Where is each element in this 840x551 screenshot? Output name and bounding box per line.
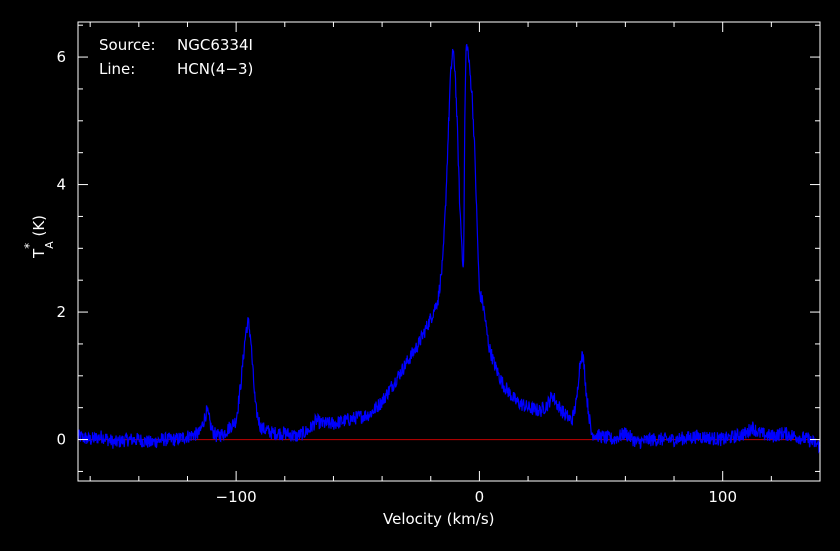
- axis-ticks: [78, 22, 821, 481]
- y-tick-label: 2: [56, 303, 66, 321]
- y-axis-title-main: T: [30, 248, 48, 258]
- y-axis-title-unit: (K): [30, 214, 48, 237]
- y-axis-title-sub: A: [43, 241, 56, 249]
- tick-labels: −100 0 100 0 2 4 6: [56, 48, 737, 506]
- y-axis-title-sup: *: [22, 242, 36, 249]
- x-tick-label: −100: [216, 488, 257, 506]
- source-value: NGC6334I: [177, 36, 253, 54]
- y-tick-label: 4: [56, 176, 66, 194]
- x-tick-label: 0: [475, 488, 485, 506]
- line-value: HCN(4−3): [177, 60, 254, 78]
- source-label: Source:: [99, 36, 156, 54]
- series-line-0: [77, 44, 821, 454]
- y-axis-title: T * A (K): [22, 214, 56, 258]
- line-label: Line:: [99, 60, 136, 78]
- y-tick-label: 6: [56, 48, 66, 66]
- x-axis-title: Velocity (km/s): [383, 510, 495, 528]
- plot-frame: [77, 21, 821, 482]
- plot-frame-rect: [77, 21, 821, 482]
- x-tick-label: 100: [708, 488, 737, 506]
- series-layer: [77, 44, 821, 454]
- y-tick-label: 0: [56, 431, 66, 449]
